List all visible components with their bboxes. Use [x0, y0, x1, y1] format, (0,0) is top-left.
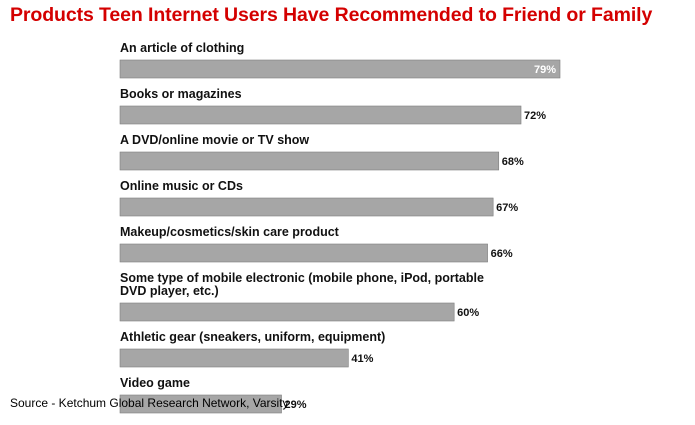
category-label: Books or magazines [120, 87, 242, 101]
chart-title: Products Teen Internet Users Have Recomm… [10, 4, 653, 26]
bar [119, 348, 349, 368]
value-label: 41% [351, 353, 373, 365]
category-label: Athletic gear (sneakers, uniform, equipm… [120, 330, 385, 344]
category-label: Some type of mobile electronic (mobile p… [120, 271, 484, 285]
bar [119, 302, 455, 322]
category-label: DVD player, etc.) [120, 284, 219, 298]
category-label: Video game [120, 376, 190, 390]
category-label: Online music or CDs [120, 179, 243, 193]
category-label: An article of clothing [120, 41, 244, 55]
value-label: 72% [524, 110, 546, 122]
value-label: 29% [285, 399, 307, 411]
bar [119, 105, 522, 125]
value-label: 66% [491, 248, 513, 260]
value-label: 68% [502, 156, 524, 168]
bar [119, 197, 494, 217]
category-label: Makeup/cosmetics/skin care product [120, 225, 340, 239]
value-label: 60% [457, 307, 479, 319]
bar [119, 151, 500, 171]
bar [119, 394, 282, 414]
value-label: 79% [534, 64, 556, 76]
source-note: Source - Ketchum Global Research Network… [10, 396, 289, 410]
value-label: 67% [496, 202, 518, 214]
category-label: A DVD/online movie or TV show [120, 133, 309, 147]
bar [119, 59, 561, 79]
bar [119, 243, 488, 263]
